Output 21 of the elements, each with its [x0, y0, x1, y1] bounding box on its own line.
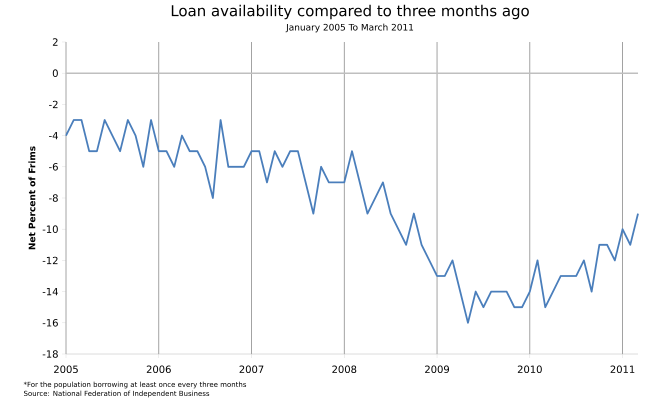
y-tick-label: -14	[42, 288, 58, 296]
y-tick-label: -6	[49, 163, 58, 171]
x-tick-label: 2006	[146, 366, 171, 374]
y-tick-label: -8	[49, 194, 58, 202]
x-tick-label: 2008	[332, 366, 356, 374]
chart-subtitle: January 2005 To March 2011	[286, 24, 414, 32]
y-tick-label: -10	[42, 225, 58, 233]
y-tick-label: 2	[52, 38, 58, 46]
x-tick-label: 2011	[610, 366, 634, 374]
y-axis-title: Net Percent of Frims	[28, 146, 36, 250]
y-tick-label: -16	[42, 319, 58, 327]
y-tick-label: -2	[49, 100, 58, 108]
y-tick-label: 0	[52, 69, 58, 77]
y-tick-label: -12	[42, 256, 58, 264]
x-tick-label: 2007	[240, 366, 264, 374]
y-tick-label: -18	[42, 350, 58, 358]
x-tick-label: 2005	[54, 366, 78, 374]
y-tick-label: -4	[49, 132, 58, 140]
x-tick-label: 2010	[518, 366, 542, 374]
x-tick-label: 2009	[425, 366, 450, 374]
chart-title: Loan availability compared to three months ago	[172, 4, 529, 20]
